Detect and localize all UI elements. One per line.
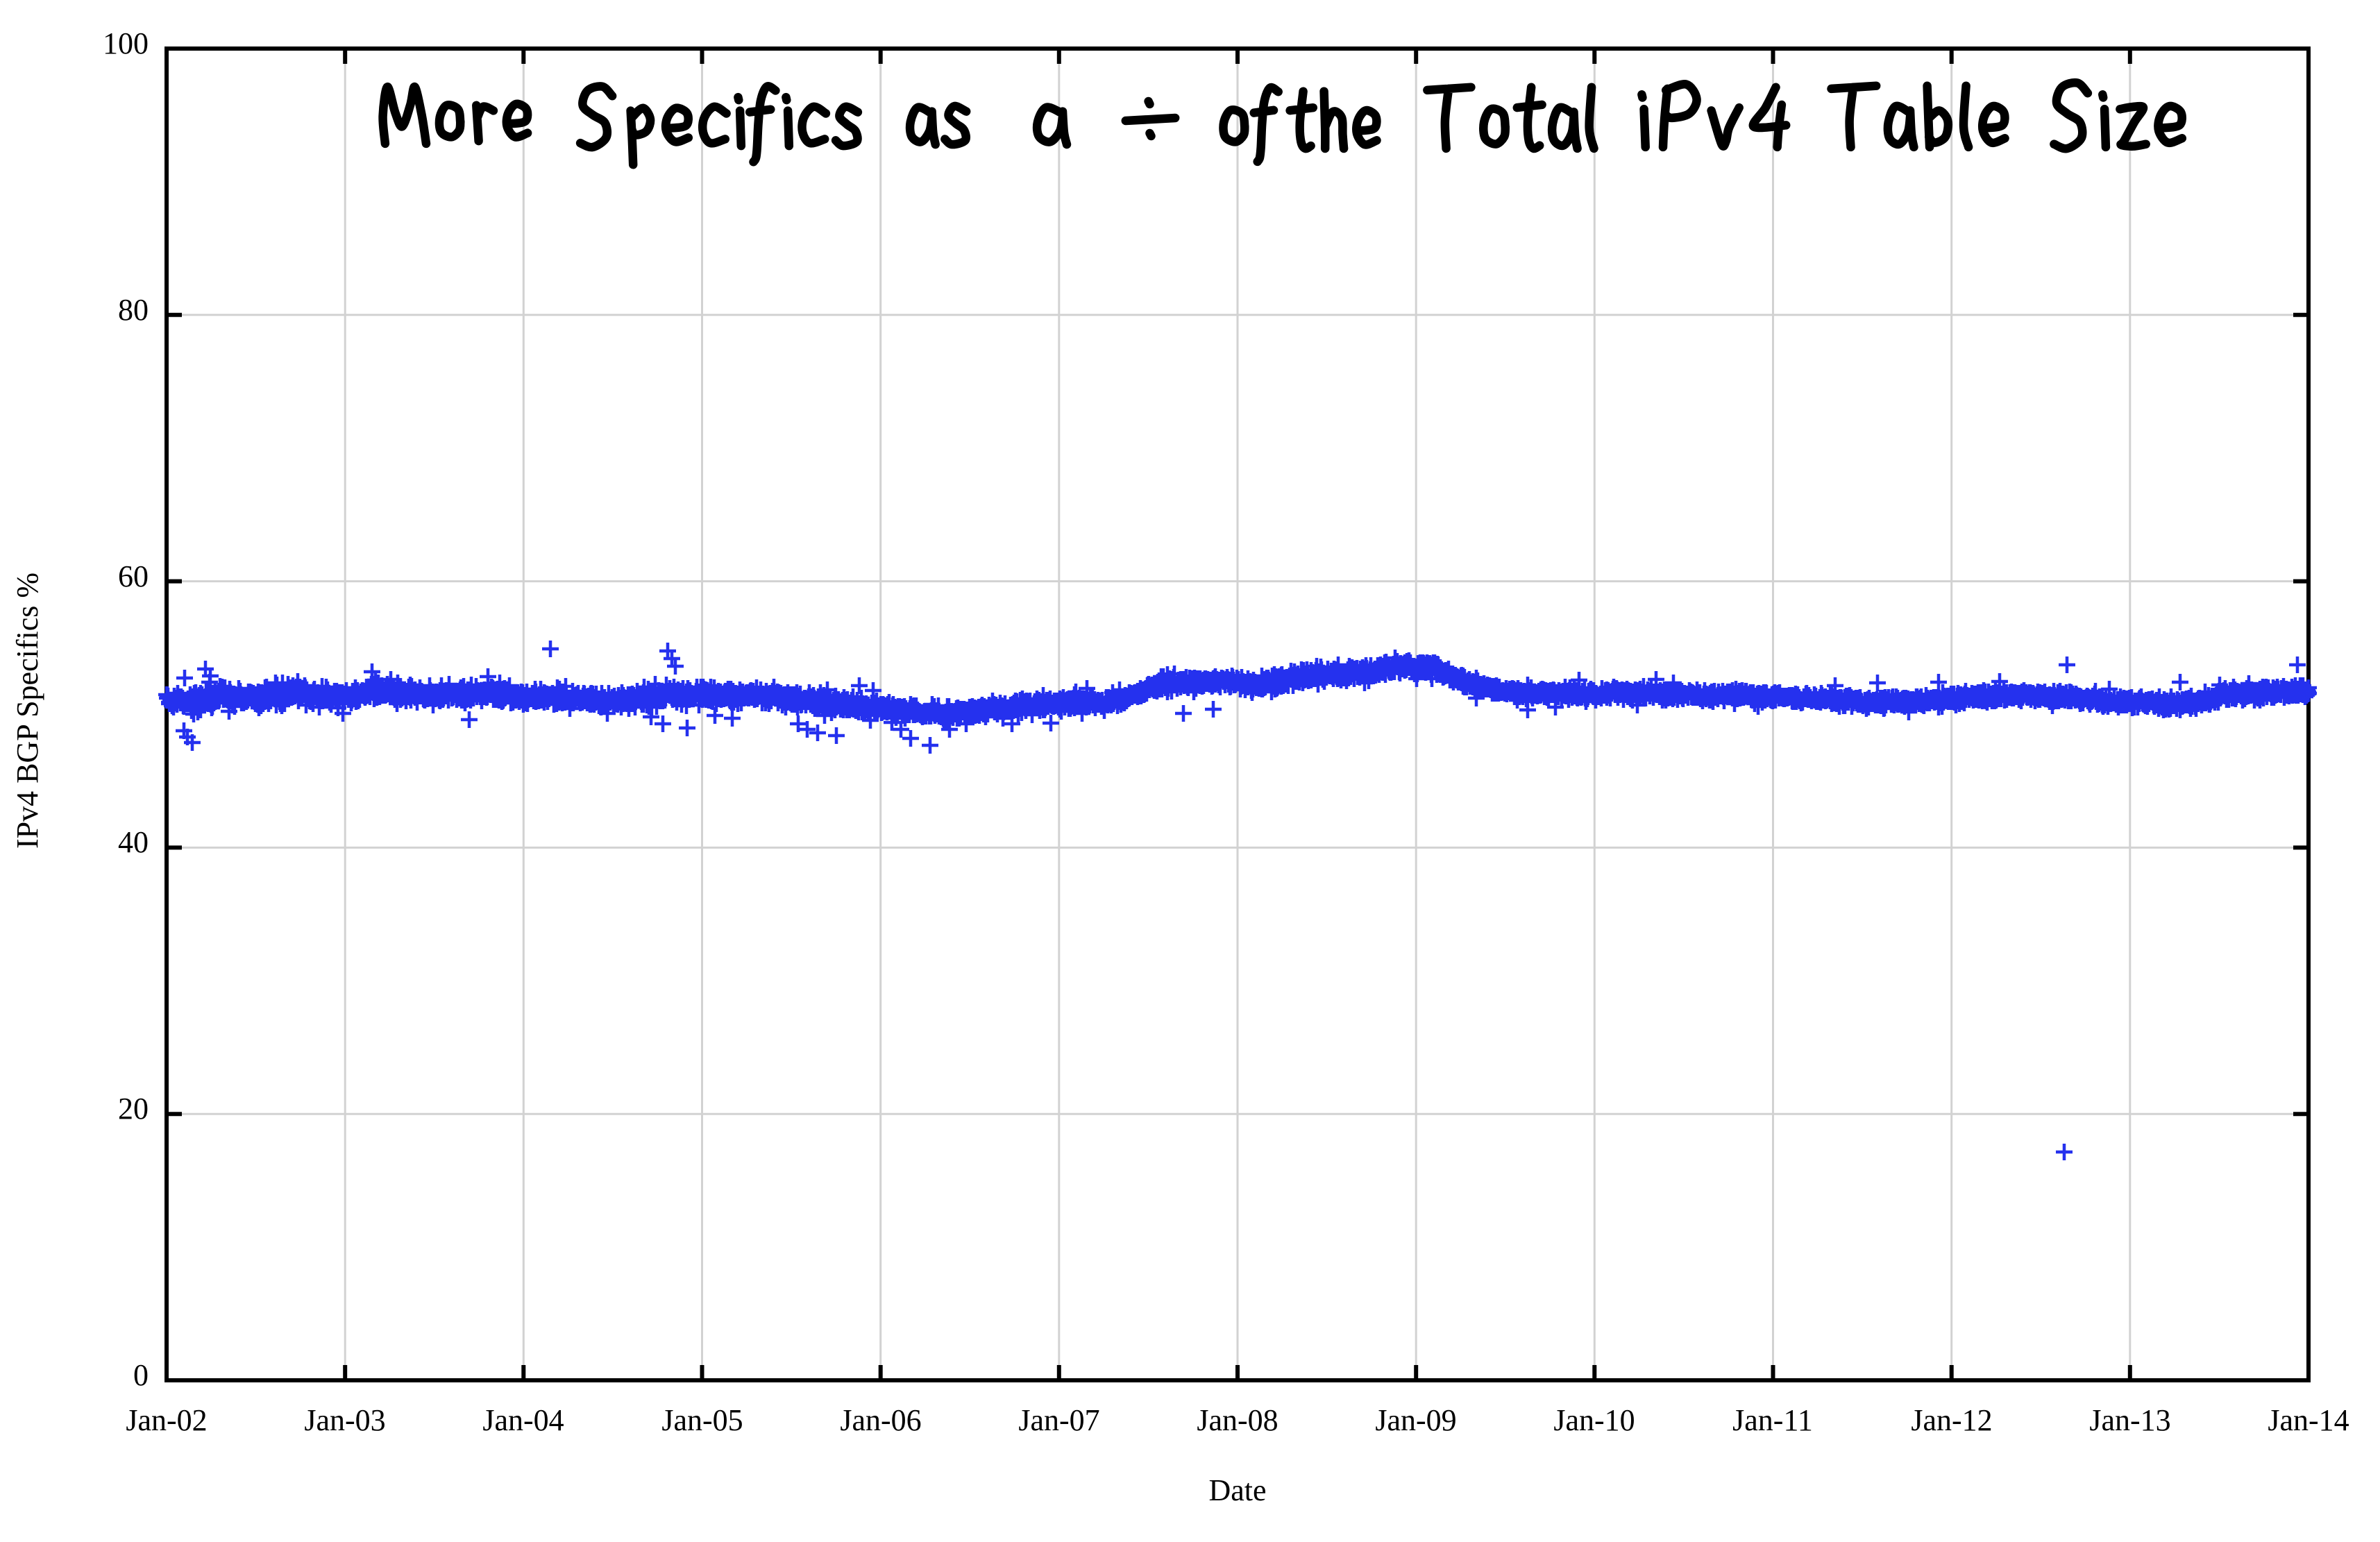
svg-text:Jan-11: Jan-11 — [1732, 1403, 1813, 1437]
svg-text:Jan-03: Jan-03 — [304, 1403, 385, 1437]
svg-text:Jan-10: Jan-10 — [1553, 1403, 1635, 1437]
svg-text:Jan-13: Jan-13 — [2089, 1403, 2170, 1437]
svg-text:20: 20 — [118, 1092, 149, 1126]
svg-text:Jan-07: Jan-07 — [1018, 1403, 1099, 1437]
svg-text:Date: Date — [1208, 1473, 1266, 1507]
svg-text:80: 80 — [118, 293, 149, 327]
svg-text:Jan-12: Jan-12 — [1911, 1403, 1992, 1437]
svg-text:IPv4 BGP Specifics %: IPv4 BGP Specifics % — [10, 573, 44, 849]
svg-text:100: 100 — [103, 26, 149, 60]
svg-text:40: 40 — [118, 825, 149, 859]
svg-text:Jan-05: Jan-05 — [661, 1403, 743, 1437]
svg-text:Jan-08: Jan-08 — [1197, 1403, 1278, 1437]
svg-text:60: 60 — [118, 559, 149, 593]
svg-text:Jan-02: Jan-02 — [126, 1403, 207, 1437]
svg-text:Jan-14: Jan-14 — [2268, 1403, 2349, 1437]
svg-text:0: 0 — [133, 1358, 149, 1392]
svg-text:Jan-04: Jan-04 — [482, 1403, 564, 1437]
svg-text:Jan-06: Jan-06 — [840, 1403, 921, 1437]
svg-text:Jan-09: Jan-09 — [1375, 1403, 1456, 1437]
